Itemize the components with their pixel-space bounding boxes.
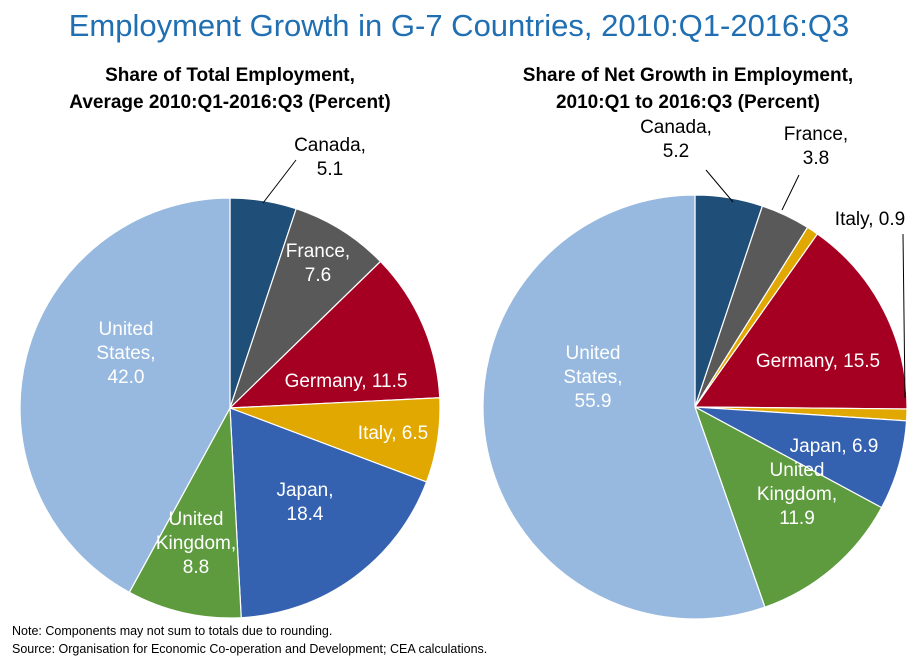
pie-left-title: Share of Total Employment, Average 2010:… — [0, 62, 460, 116]
pie-left-slice-japan — [229, 407, 428, 619]
pie-left-label-united-kingdom: United Kingdom, 8.8 — [156, 509, 236, 578]
pie-right-label-united-kingdom: United Kingdom, 11.9 — [757, 460, 837, 529]
pie-left-label-united-states: United States, 42.0 — [96, 319, 155, 388]
pie-right-label-france: France, 3.8 — [784, 124, 848, 169]
pie-right-leader-canada — [705, 169, 734, 203]
pie-left-slice-united-kingdom — [128, 405, 242, 619]
pie-right-title-line2: 2010:Q1 to 2016:Q3 (Percent) — [555, 92, 820, 113]
pie-right-label-canada: Canada, 5.2 — [640, 117, 712, 162]
pie-left-label-italy: Italy, 6.5 — [358, 423, 428, 444]
pie-left-label-germany: Germany, 11.5 — [285, 371, 408, 392]
pie-right-slice-united-states — [482, 194, 766, 620]
pie-left-title-line1: Share of Total Employment, — [105, 65, 355, 86]
chart-main-title: Employment Growth in G-7 Countries, 2010… — [68, 8, 850, 43]
pie-left-slice-germany — [228, 260, 441, 409]
pie-right-leader-italy — [902, 233, 906, 399]
footnote: Note: Components may not sum to totals d… — [12, 624, 333, 638]
pie-right-label-germany: Germany, 15.5 — [756, 351, 880, 372]
pie-right-label-italy: Italy, 0.9 — [835, 209, 905, 230]
pie-left-title-line2: Average 2010:Q1-2016:Q3 (Percent) — [69, 92, 391, 113]
pie-right-label-united-states: United States, 55.9 — [563, 343, 622, 412]
pie-left-slice-united-states — [19, 197, 231, 594]
pie-left-label-canada: Canada, 5.1 — [294, 135, 366, 180]
pie-right-leader-france — [781, 174, 800, 211]
pie-right-title: Share of Net Growth in Employment, 2010:… — [458, 62, 918, 116]
source-note: Source: Organisation for Economic Co-ope… — [12, 642, 488, 656]
pie-right-label-japan: Japan, 6.9 — [790, 436, 879, 457]
pie-right-title-line1: Share of Net Growth in Employment, — [522, 65, 854, 86]
pie-left-slice-france — [229, 207, 382, 409]
pie-right-slice-germany — [693, 233, 908, 410]
pie-left-leader-canada — [262, 159, 297, 204]
pie-left-label-japan: Japan, 18.4 — [276, 480, 333, 525]
pie-right-slice-united-kingdom — [693, 405, 883, 608]
pie-left-label-france: France, 7.6 — [286, 241, 350, 286]
